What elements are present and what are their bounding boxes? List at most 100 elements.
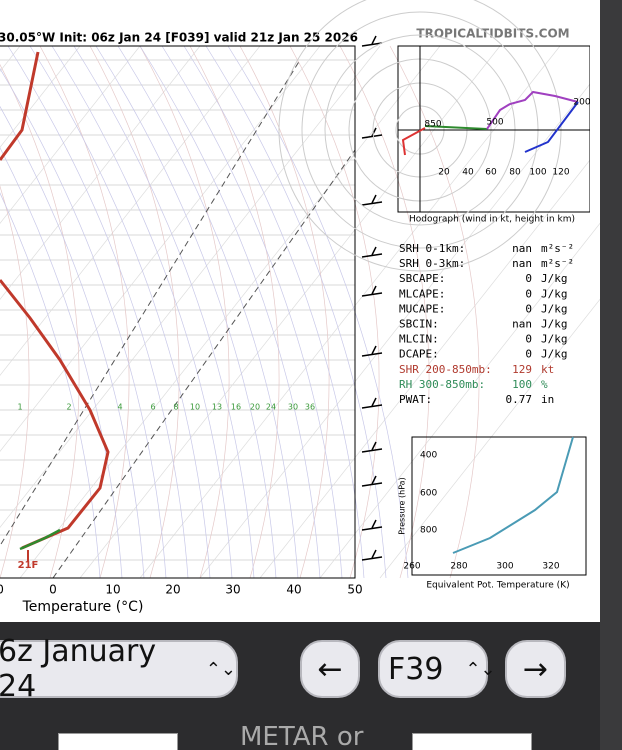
chevron: ⌃⌄ xyxy=(205,658,236,680)
x-tick-label: 0 xyxy=(49,583,57,597)
barb xyxy=(361,526,383,531)
dry-adiabat xyxy=(239,45,330,579)
barb xyxy=(361,556,383,561)
hodo-level: 500 xyxy=(486,118,503,128)
param-value: 0 xyxy=(525,348,532,361)
mixing-ratio-label: 4 xyxy=(117,403,122,412)
barb xyxy=(371,285,377,295)
param-unit: J/kg xyxy=(541,287,568,300)
moist-adiabat xyxy=(205,45,387,579)
moist-adiabat xyxy=(227,45,409,579)
barb xyxy=(361,134,383,139)
barb xyxy=(371,127,377,137)
param-value: 0 xyxy=(525,333,532,346)
mixing-ratio-label: 2 xyxy=(66,403,71,412)
inset-y-tick: 600 xyxy=(420,489,437,499)
inset-y-label: Pressure (hPa) xyxy=(398,477,407,534)
moist-adiabat xyxy=(0,105,145,579)
barb xyxy=(371,397,377,407)
x-tick-label: 50 xyxy=(347,583,362,597)
hodo-level: 200 xyxy=(573,98,590,108)
param-name: SBCAPE: xyxy=(399,272,445,285)
moist-adiabat xyxy=(51,45,233,579)
hodo-clip xyxy=(590,40,600,220)
param-unit: kt xyxy=(541,363,554,376)
prev-button[interactable]: ← xyxy=(300,640,360,698)
moist-adiabat xyxy=(117,45,299,579)
metar-label: METAR or xyxy=(240,722,364,750)
isotherm xyxy=(0,45,141,224)
mixing-ratio-label: 10 xyxy=(190,403,200,412)
param-value: 0 xyxy=(525,287,532,300)
barb xyxy=(361,482,383,487)
param-name: RH 300-850mb: xyxy=(399,378,485,391)
moist-adiabat xyxy=(29,45,211,579)
hodo-level: 850 xyxy=(424,120,441,130)
barb xyxy=(361,253,383,258)
barb xyxy=(361,448,383,453)
isotherm xyxy=(0,45,381,528)
param-unit: in xyxy=(541,393,554,406)
temp-profile xyxy=(0,51,40,161)
dry-adiabat xyxy=(139,45,230,579)
forecast-select-text: F39 xyxy=(388,651,444,687)
x-tick-label: 10 xyxy=(105,583,120,597)
dry-adiabat xyxy=(289,45,380,579)
param-value: 100 xyxy=(512,378,532,391)
param-value: 0 xyxy=(525,272,532,285)
barb xyxy=(361,352,383,357)
mixing-ratio-label: 1 xyxy=(17,403,22,412)
param-value: 0 xyxy=(525,302,532,315)
param-name: DCAPE: xyxy=(399,348,439,361)
run-select-text: 6z January 24 xyxy=(0,634,157,704)
mixing-ratio-label: 6 xyxy=(150,403,155,412)
isotherm xyxy=(139,45,561,579)
moist-adiabat xyxy=(161,45,343,579)
next-button[interactable]: → xyxy=(505,640,566,698)
barb xyxy=(371,475,377,485)
panel-bg xyxy=(0,0,600,622)
inset-x-tick: 320 xyxy=(542,562,559,572)
forecast-select[interactable]: F39 ⌃⌄ xyxy=(378,640,496,698)
barb xyxy=(371,519,377,529)
isotherm xyxy=(0,45,201,300)
skewt-frame xyxy=(0,45,356,579)
param-name: SRH 0-3km: xyxy=(399,257,465,270)
mixing-ratio-label: 16 xyxy=(231,403,241,412)
moist-adiabat xyxy=(95,45,277,579)
hodo-trace xyxy=(524,101,579,153)
barb xyxy=(361,201,383,206)
temp-profile xyxy=(0,279,110,550)
moist-adiabat xyxy=(139,45,321,579)
mixing-ratio-label: 13 xyxy=(212,403,222,412)
dry-adiabat xyxy=(389,45,480,579)
param-value: nan xyxy=(512,257,532,270)
isotherm xyxy=(79,45,501,579)
moist-adiabat xyxy=(73,45,255,579)
param-name: SBCIN: xyxy=(399,318,439,331)
site: TROPICALTIDBITS.COM xyxy=(416,27,569,41)
hodo-ring-label: 80 xyxy=(509,168,521,178)
input-box[interactable] xyxy=(412,733,532,750)
dry-adiabat xyxy=(39,45,130,579)
param-value: nan xyxy=(512,318,532,331)
barb xyxy=(371,549,377,559)
hodo-ring-label: 120 xyxy=(552,168,569,178)
mixing-ratio-label: 20 xyxy=(250,403,260,412)
zero-isotherm xyxy=(0,59,301,547)
moist-adiabat xyxy=(7,45,189,579)
run-select[interactable]: 6z January 24 ⌃⌄ xyxy=(0,634,238,704)
param-unit: m²s⁻² xyxy=(541,257,574,270)
param-value: 0.77 xyxy=(506,393,533,406)
input-box[interactable] xyxy=(58,733,178,750)
moist-adiabat xyxy=(0,192,101,579)
x-tick-label: 30 xyxy=(225,583,240,597)
inset-curve xyxy=(452,436,574,554)
parameter-table: SRH 0-1km: nan m²s⁻² SRH 0-3km: nan m²s⁻² SBCA… xyxy=(399,242,574,406)
param-unit: J/kg xyxy=(541,348,568,361)
isotherm xyxy=(0,45,321,452)
hodo-ring-label: 40 xyxy=(462,168,474,178)
wind-barbs xyxy=(361,35,383,561)
